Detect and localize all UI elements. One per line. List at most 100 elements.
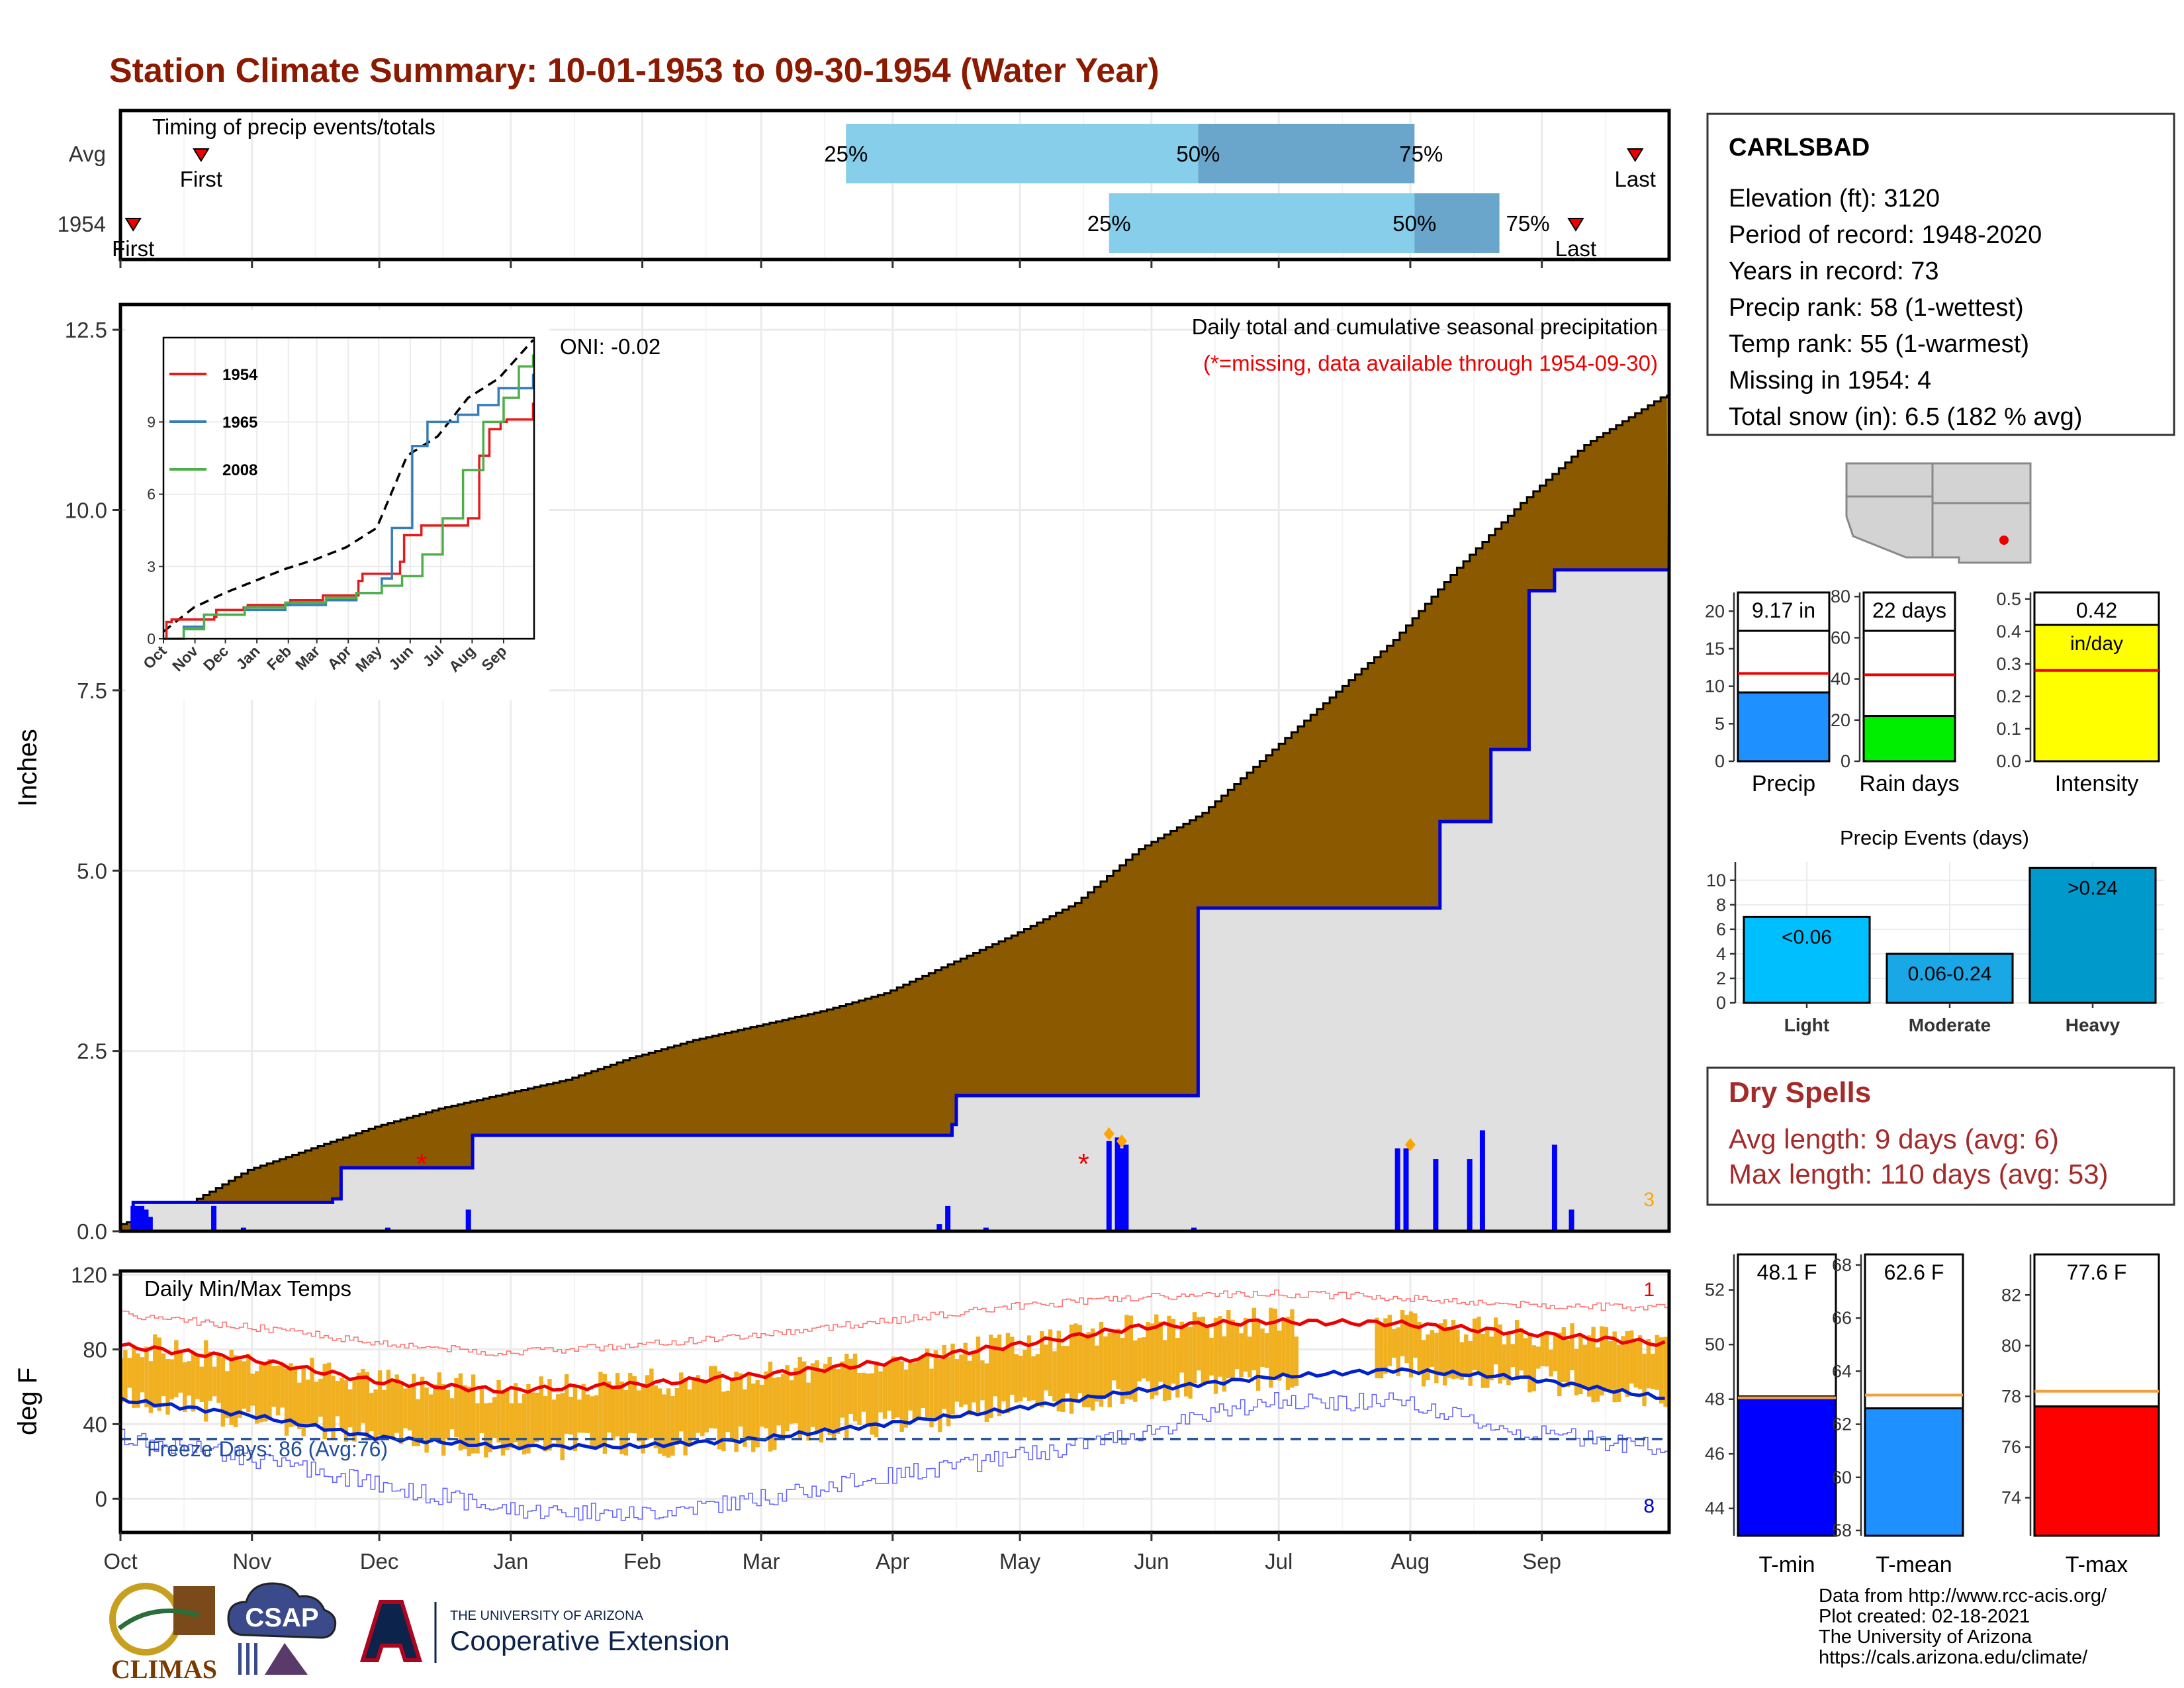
daily-precip-bar	[147, 1217, 153, 1231]
daily-temp-range-bar	[293, 1368, 298, 1427]
daily-temp-range-bar	[1077, 1325, 1083, 1393]
daily-temp-range-bar	[666, 1388, 671, 1458]
daily-temp-range-bar	[1489, 1336, 1494, 1381]
precip-stat-value-label: 9.17 in	[1752, 598, 1815, 622]
daily-temp-range-bar	[586, 1394, 590, 1433]
daily-temp-range-bar	[509, 1403, 514, 1448]
month-tick-label: Oct	[103, 1549, 137, 1573]
daily-temp-range-bar	[780, 1374, 786, 1440]
daily-temp-range-bar	[1451, 1320, 1456, 1380]
daily-temp-range-bar	[1273, 1308, 1277, 1378]
last-event-label-avg: Last	[1615, 167, 1656, 191]
daily-temp-range-bar	[144, 1346, 149, 1407]
daily-precip-bar	[130, 1205, 136, 1231]
oni-label: ONI: -0.02	[560, 334, 660, 359]
inset-series-1954	[163, 402, 535, 640]
daily-temp-range-bar	[683, 1378, 688, 1456]
daily-temp-range-bar	[1001, 1347, 1006, 1402]
daily-temp-range-bar	[1642, 1354, 1647, 1407]
precip-stat-ytick-label: 10	[1705, 677, 1725, 696]
daily-temp-range-bar	[1005, 1333, 1011, 1414]
daily-temp-range-bar	[148, 1361, 154, 1413]
daily-temp-range-bar	[505, 1388, 510, 1450]
daily-temp-range-bar	[500, 1393, 506, 1456]
timing-bar-q1-avg	[846, 124, 1199, 183]
events-bar-light	[1743, 915, 1871, 1004]
daily-temp-range-bar	[1417, 1322, 1422, 1373]
daily-temp-range-bar	[403, 1388, 408, 1429]
daily-temp-range-bar	[1629, 1330, 1634, 1384]
daily-temp-range-bar	[1408, 1311, 1414, 1378]
record-max-line	[120, 1289, 1669, 1356]
daily-temp-range-bar	[1430, 1330, 1435, 1367]
inset-legend: 1954 1965 2008	[169, 366, 258, 479]
timing-p50-avg: 50%	[1176, 142, 1220, 166]
daily-temp-range-bar	[356, 1372, 361, 1436]
daily-temp-range-bar	[1039, 1331, 1044, 1408]
daily-precip-bar	[1123, 1145, 1129, 1231]
daily-temp-range-bar	[857, 1372, 862, 1425]
ua-a-icon	[359, 1600, 423, 1662]
temp-stat-bar-fill	[1864, 1407, 1964, 1537]
daily-temp-range-bar	[535, 1392, 539, 1442]
daily-temp-range-bar	[840, 1361, 845, 1418]
daily-temp-range-bar	[899, 1361, 904, 1432]
daily-precip-bar	[1191, 1227, 1197, 1231]
daily-temp-range-bar	[1396, 1327, 1400, 1377]
temp-stat-ytick-label: 44	[1705, 1499, 1725, 1519]
daily-temp-range-bar	[815, 1360, 819, 1434]
daily-temp-range-bar	[594, 1395, 599, 1449]
daily-temp-range-bar	[136, 1353, 140, 1408]
daily-temp-range-bar	[657, 1388, 662, 1454]
daily-temp-range-bar	[1120, 1337, 1125, 1405]
events-ytick-label: 8	[1716, 895, 1726, 915]
daily-temp-range-bar	[1218, 1316, 1222, 1377]
events-bar-heavy	[2028, 867, 2157, 1004]
precip-stat-ytick-label: 40	[1831, 669, 1850, 689]
credit-plot-date: Plot created: 02-18-2021	[1819, 1606, 2030, 1627]
precip-stat-ytick-label: 0.0	[1996, 751, 2021, 771]
precip-stat-panel-precip: 0 5 10 15 20 9.17 in Precip	[1705, 591, 1831, 796]
daily-temp-range-bar	[1659, 1337, 1664, 1404]
daily-temp-range-bar	[1531, 1345, 1537, 1391]
daily-temp-range-bar	[1103, 1336, 1108, 1396]
temp-stat-box-body	[1864, 1253, 1964, 1410]
daily-temp-range-bar	[1086, 1332, 1091, 1407]
daily-temp-range-bar	[1578, 1335, 1583, 1394]
daily-temp-range-bar	[1536, 1346, 1541, 1369]
daily-temp-range-bar	[1612, 1331, 1617, 1403]
temp-stat-bars: 44 46 48 50 52 48.1 F T-min 58 60 62 64 66 68 62.6 F T…	[1705, 1253, 2160, 1577]
daily-temp-range-bar	[1031, 1356, 1036, 1401]
credits: Data from http://www.rcc-acis.org/ Plot …	[1819, 1585, 2107, 1668]
daily-temp-range-bar	[903, 1369, 909, 1428]
dry-spells-frame	[1706, 1066, 2175, 1206]
daily-temp-range-bar	[280, 1364, 285, 1408]
record-daily-marker	[1404, 1138, 1416, 1152]
temperature-panel: 0 40 80 120 deg F Daily Min/Max Temps Freez…	[13, 1263, 1671, 1573]
month-tick-label: Apr	[876, 1549, 909, 1573]
daily-temp-range-bar	[933, 1350, 938, 1420]
daily-temp-range-bar	[810, 1363, 815, 1427]
daily-temp-range-bar	[1447, 1330, 1451, 1378]
daily-temp-range-bar	[242, 1361, 247, 1409]
daily-temp-range-bar	[1061, 1346, 1066, 1413]
station-info-box: CARLSBAD Elevation (ft): 3120 Period of …	[1706, 113, 2175, 436]
daily-temp-range-bar	[929, 1368, 934, 1428]
figure-title: Station Climate Summary: 10-01-1953 to 0…	[109, 52, 1160, 90]
daily-temp-range-bar	[1234, 1322, 1240, 1370]
station-name: CARLSBAD	[1729, 134, 1870, 162]
daily-temp-range-bar	[1014, 1354, 1019, 1403]
daily-temp-range-bar	[1167, 1315, 1171, 1400]
daily-temp-range-bar	[420, 1376, 425, 1439]
temp-stat-ytick-label: 68	[1832, 1255, 1852, 1275]
station-elevation: Elevation (ft): 3120	[1729, 185, 1940, 212]
daily-temp-range-bar	[1201, 1317, 1205, 1384]
daily-temp-range-bar	[233, 1355, 238, 1427]
daily-temp-range-bar	[1379, 1325, 1384, 1379]
dry-spells-avg: Avg length: 9 days (avg: 6)	[1729, 1123, 2059, 1154]
daily-temp-range-bar	[187, 1361, 191, 1396]
daily-precip-bar	[139, 1205, 145, 1231]
daily-temp-range-bar	[310, 1358, 314, 1427]
timing-row-avg-label: Avg	[69, 142, 106, 166]
climas-logo: CLIMAS	[109, 1583, 217, 1684]
